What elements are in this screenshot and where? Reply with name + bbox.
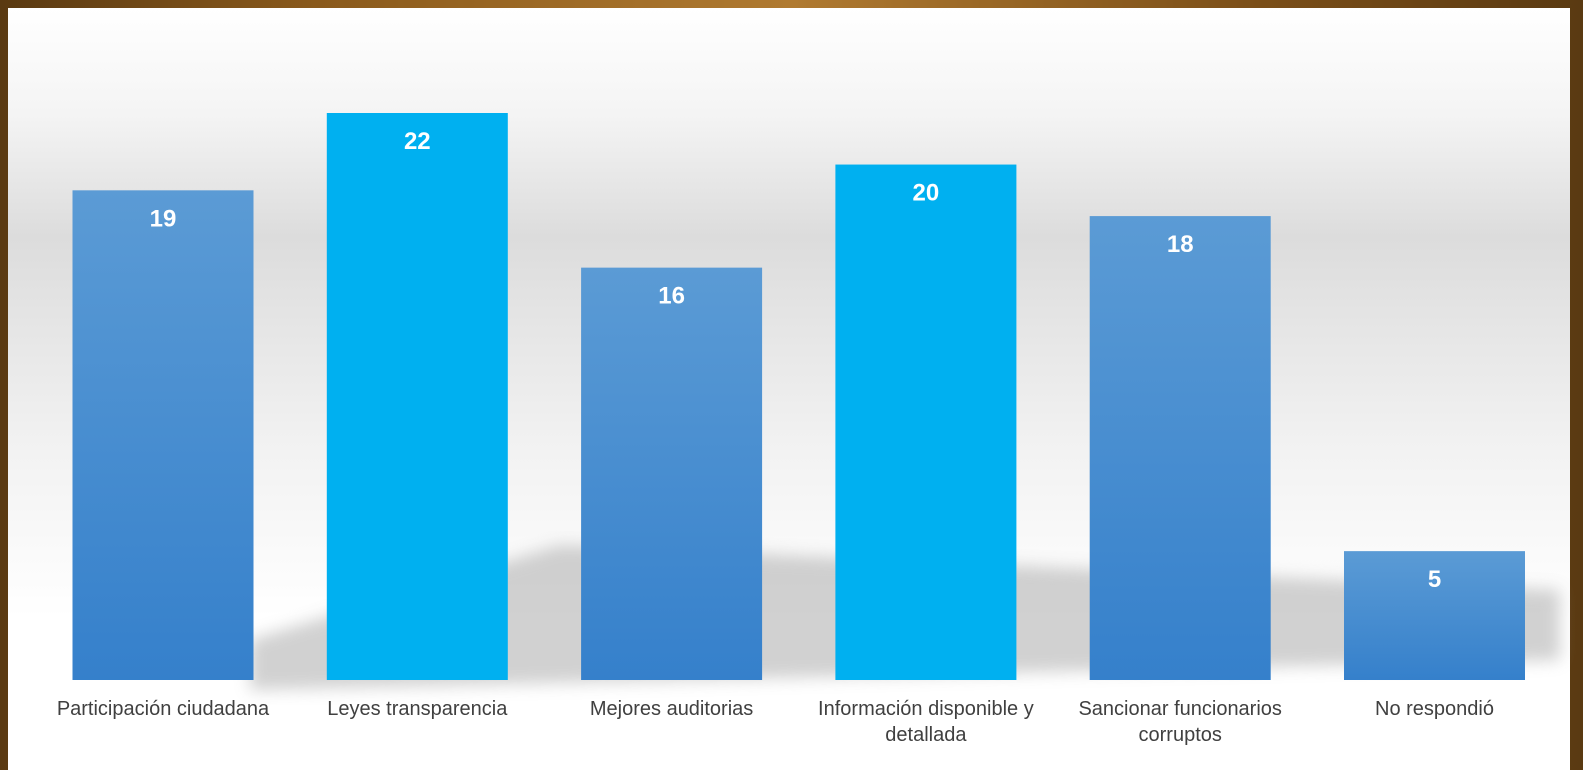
bar <box>72 190 254 680</box>
bar <box>835 164 1017 680</box>
x-tick-label: Información disponible y detallada <box>818 698 1034 746</box>
x-tick-label: Mejores auditorias <box>589 698 754 720</box>
data-label: 16 <box>658 283 685 310</box>
data-label: 22 <box>404 128 431 155</box>
x-tick-label: Leyes transparencia <box>327 698 508 720</box>
bar <box>1344 551 1525 680</box>
data-label: 19 <box>150 205 177 232</box>
bar <box>1089 216 1271 680</box>
x-tick-label: No respondió <box>1375 698 1494 720</box>
x-tick-label: Participación ciudadana <box>56 698 270 720</box>
bar <box>326 113 508 680</box>
data-label: 20 <box>913 180 940 207</box>
bar <box>581 267 763 680</box>
data-label: 5 <box>1428 566 1441 593</box>
x-tick-label: Sancionar funcionarios corruptos <box>1078 698 1282 746</box>
data-label: 18 <box>1167 231 1194 258</box>
